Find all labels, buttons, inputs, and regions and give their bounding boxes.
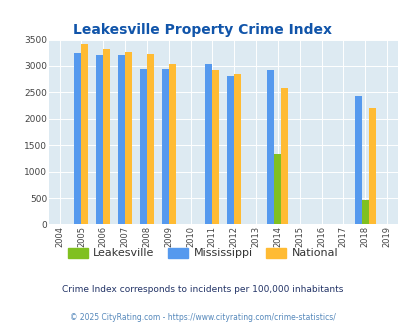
Bar bbox=[354, 96, 361, 224]
Bar bbox=[118, 55, 125, 224]
Bar bbox=[267, 70, 274, 224]
Bar bbox=[368, 108, 375, 224]
Bar bbox=[161, 69, 168, 224]
Bar bbox=[227, 76, 234, 224]
Legend: Leakesville, Mississippi, National: Leakesville, Mississippi, National bbox=[63, 243, 342, 263]
Bar bbox=[96, 55, 103, 224]
Bar bbox=[81, 44, 88, 224]
Bar bbox=[147, 54, 153, 224]
Bar bbox=[212, 70, 219, 224]
Bar bbox=[140, 69, 147, 224]
Text: Leakesville Property Crime Index: Leakesville Property Crime Index bbox=[73, 23, 332, 37]
Bar bbox=[205, 64, 212, 224]
Text: © 2025 CityRating.com - https://www.cityrating.com/crime-statistics/: © 2025 CityRating.com - https://www.city… bbox=[70, 313, 335, 322]
Bar bbox=[125, 52, 132, 224]
Bar bbox=[74, 53, 81, 224]
Bar bbox=[274, 154, 281, 224]
Bar bbox=[234, 75, 241, 224]
Bar bbox=[103, 49, 110, 224]
Bar bbox=[168, 64, 175, 224]
Bar bbox=[361, 200, 368, 224]
Text: Crime Index corresponds to incidents per 100,000 inhabitants: Crime Index corresponds to incidents per… bbox=[62, 285, 343, 294]
Bar bbox=[281, 88, 288, 224]
